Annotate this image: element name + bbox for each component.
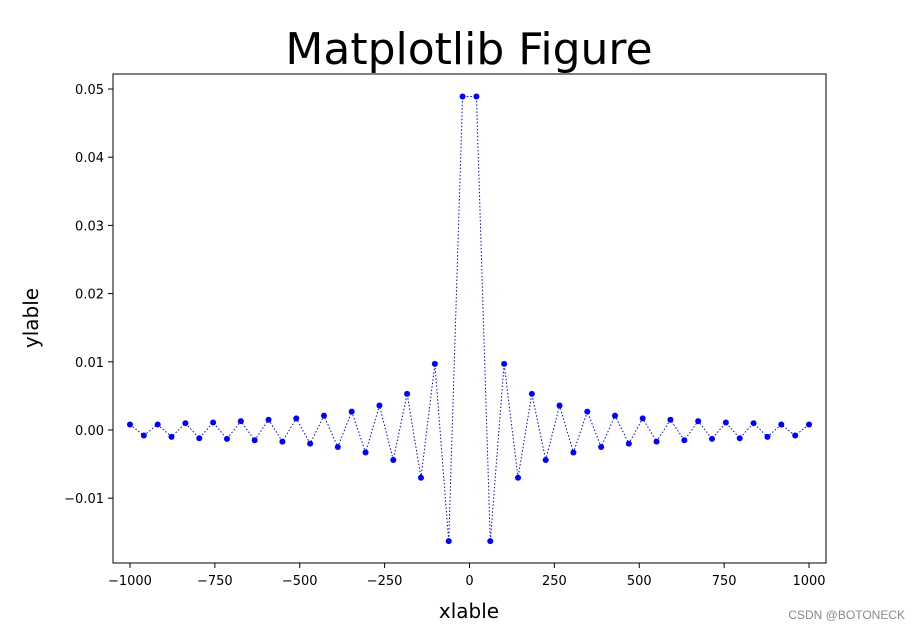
x-tick-label: −500 — [282, 574, 318, 589]
y-tick-label: −0.01 — [64, 492, 104, 507]
data-point — [196, 435, 203, 442]
series-line — [129, 96, 810, 542]
x-axis: −1000 −750 −500 −250 0 250 500 750 1000 — [108, 563, 826, 589]
data-point — [806, 421, 813, 428]
x-tick-label: 750 — [712, 574, 737, 589]
data-point — [265, 416, 272, 423]
data-point — [140, 432, 147, 439]
y-tick-label: 0.05 — [75, 83, 104, 98]
y-tick-label: 0.03 — [75, 219, 104, 234]
y-tick-label: 0.01 — [75, 356, 104, 371]
data-point — [764, 433, 771, 440]
data-point — [279, 438, 286, 445]
data-point — [182, 420, 189, 427]
chart-title: Matplotlib Figure — [285, 24, 652, 75]
data-point — [736, 435, 743, 442]
data-point — [556, 402, 563, 409]
data-point — [445, 538, 452, 545]
x-axis-label: xlable — [439, 599, 499, 623]
x-tick-label: 500 — [627, 574, 652, 589]
data-point — [237, 418, 244, 425]
data-point — [625, 440, 632, 447]
data-point — [722, 419, 729, 426]
y-axis-label: ylable — [19, 288, 43, 348]
data-point — [639, 415, 646, 422]
data-point — [695, 418, 702, 425]
data-point — [210, 419, 217, 426]
y-tick-label: 0.00 — [75, 424, 104, 439]
watermark: CSDN @BOTONECK — [788, 608, 905, 622]
y-tick-label: 0.02 — [75, 288, 104, 303]
data-point — [459, 93, 466, 100]
data-point — [362, 449, 369, 456]
data-point — [293, 415, 300, 422]
data-point — [778, 421, 785, 428]
data-point — [404, 390, 411, 397]
data-point — [570, 449, 577, 456]
data-point — [542, 457, 549, 464]
data-point — [154, 421, 161, 428]
data-point — [320, 412, 327, 419]
y-tick-label: 0.04 — [75, 151, 104, 166]
data-point — [126, 421, 133, 428]
series-points — [126, 93, 813, 545]
data-point — [528, 390, 535, 397]
y-axis: −0.01 0.00 0.01 0.02 0.03 0.04 0.05 — [64, 83, 113, 507]
data-point — [598, 444, 605, 451]
data-point — [487, 538, 494, 545]
data-point — [750, 420, 757, 427]
data-point — [431, 360, 438, 367]
data-point — [612, 412, 619, 419]
x-tick-label: 0 — [465, 574, 473, 589]
data-point — [667, 416, 674, 423]
data-point — [307, 440, 314, 447]
data-point — [584, 408, 591, 415]
data-point — [709, 435, 716, 442]
data-point — [223, 435, 230, 442]
data-point — [792, 432, 799, 439]
data-point — [653, 438, 660, 445]
x-tick-label: −750 — [197, 574, 233, 589]
x-tick-label: −250 — [367, 574, 403, 589]
data-point — [417, 474, 424, 481]
data-point — [334, 444, 341, 451]
data-point — [515, 474, 522, 481]
data-point — [251, 437, 258, 444]
plot-area-frame — [112, 73, 827, 564]
data-point — [473, 93, 480, 100]
data-point — [348, 408, 355, 415]
data-point — [681, 437, 688, 444]
x-tick-label: 1000 — [792, 574, 825, 589]
data-point — [501, 360, 508, 367]
x-tick-label: 250 — [542, 574, 567, 589]
data-point — [168, 433, 175, 440]
data-point — [390, 457, 397, 464]
data-point — [376, 402, 383, 409]
x-tick-label: −1000 — [108, 574, 152, 589]
